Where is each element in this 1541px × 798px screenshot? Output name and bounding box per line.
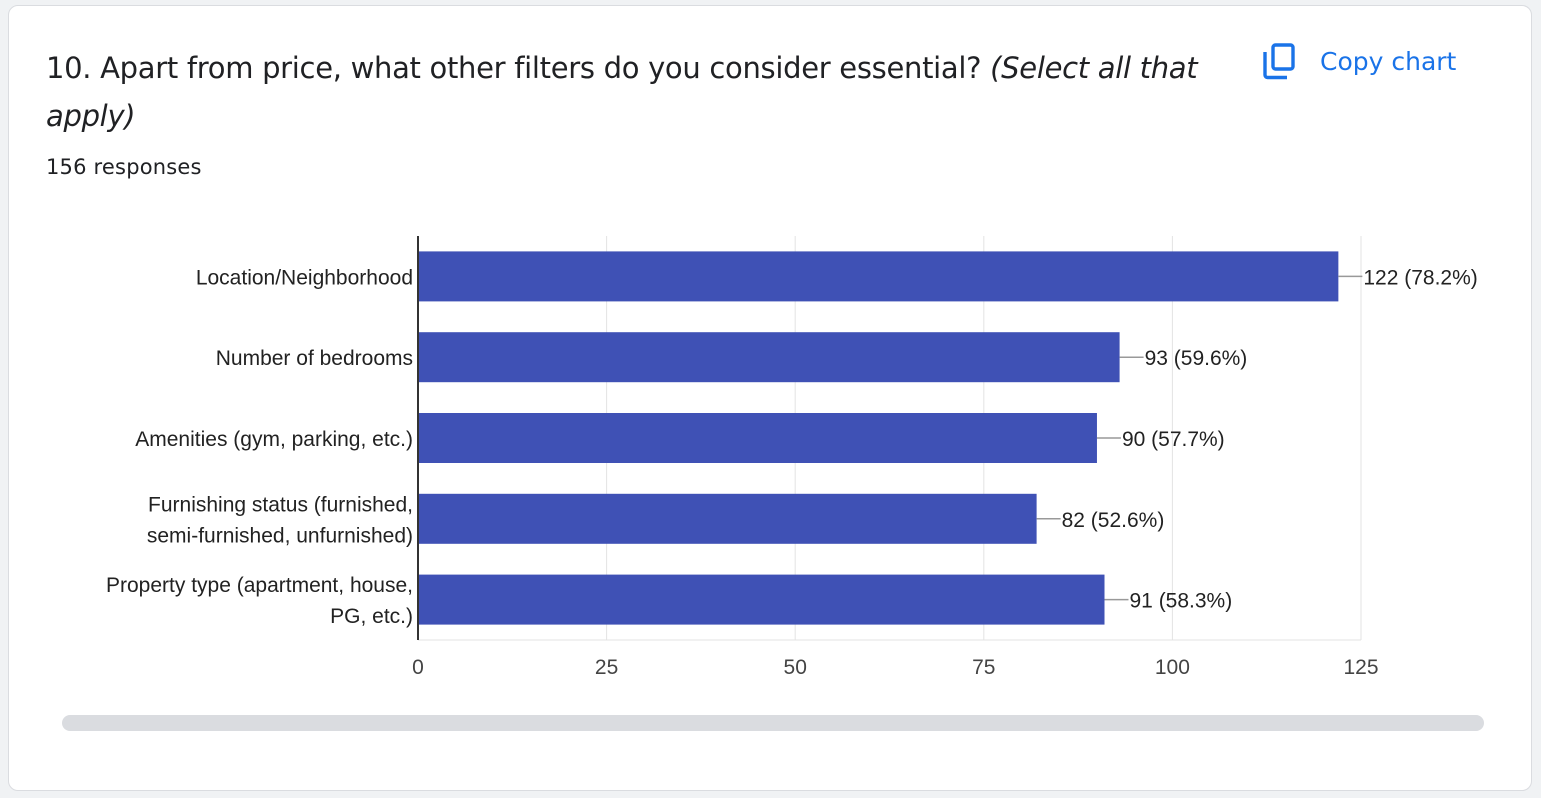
x-tick-label: 100 <box>1155 656 1190 679</box>
data-label: 122 (78.2%) <box>1363 266 1477 289</box>
category-label: PG, etc.) <box>330 605 413 628</box>
x-tick-label: 0 <box>412 656 424 679</box>
x-tick-label: 25 <box>595 656 618 679</box>
copy-icon <box>1263 43 1295 80</box>
question-text: 10. Apart from price, what other filters… <box>46 51 982 85</box>
chart-card <box>8 5 1532 791</box>
bar <box>418 332 1120 383</box>
x-tick-label: 75 <box>972 656 995 679</box>
x-tick-label: 50 <box>784 656 807 679</box>
data-label: 91 (58.3%) <box>1130 590 1233 613</box>
x-tick-label: 125 <box>1343 656 1378 679</box>
category-label: semi-furnished, unfurnished) <box>147 524 413 547</box>
data-label: 93 (59.6%) <box>1145 347 1248 370</box>
category-label: Number of bedrooms <box>216 347 413 370</box>
response-count: 156 responses <box>46 155 202 179</box>
bar <box>418 251 1339 302</box>
question-title: 10. Apart from price, what other filters… <box>46 44 1216 140</box>
bar <box>418 493 1037 544</box>
category-label: Furnishing status (furnished, <box>148 493 413 516</box>
copy-chart-button[interactable]: Copy chart <box>1258 38 1456 84</box>
question-hint: (Select all that apply) <box>46 51 1198 133</box>
category-label: Amenities (gym, parking, etc.) <box>135 428 413 451</box>
copy-chart-label: Copy chart <box>1320 46 1457 76</box>
category-label: Property type (apartment, house, <box>106 574 413 597</box>
bar <box>418 574 1105 625</box>
category-label: Location/Neighborhood <box>196 266 413 289</box>
data-label: 90 (57.7%) <box>1122 428 1225 451</box>
data-label: 82 (52.6%) <box>1062 509 1165 532</box>
bar <box>418 413 1097 463</box>
horizontal-scrollbar[interactable] <box>62 715 1484 731</box>
